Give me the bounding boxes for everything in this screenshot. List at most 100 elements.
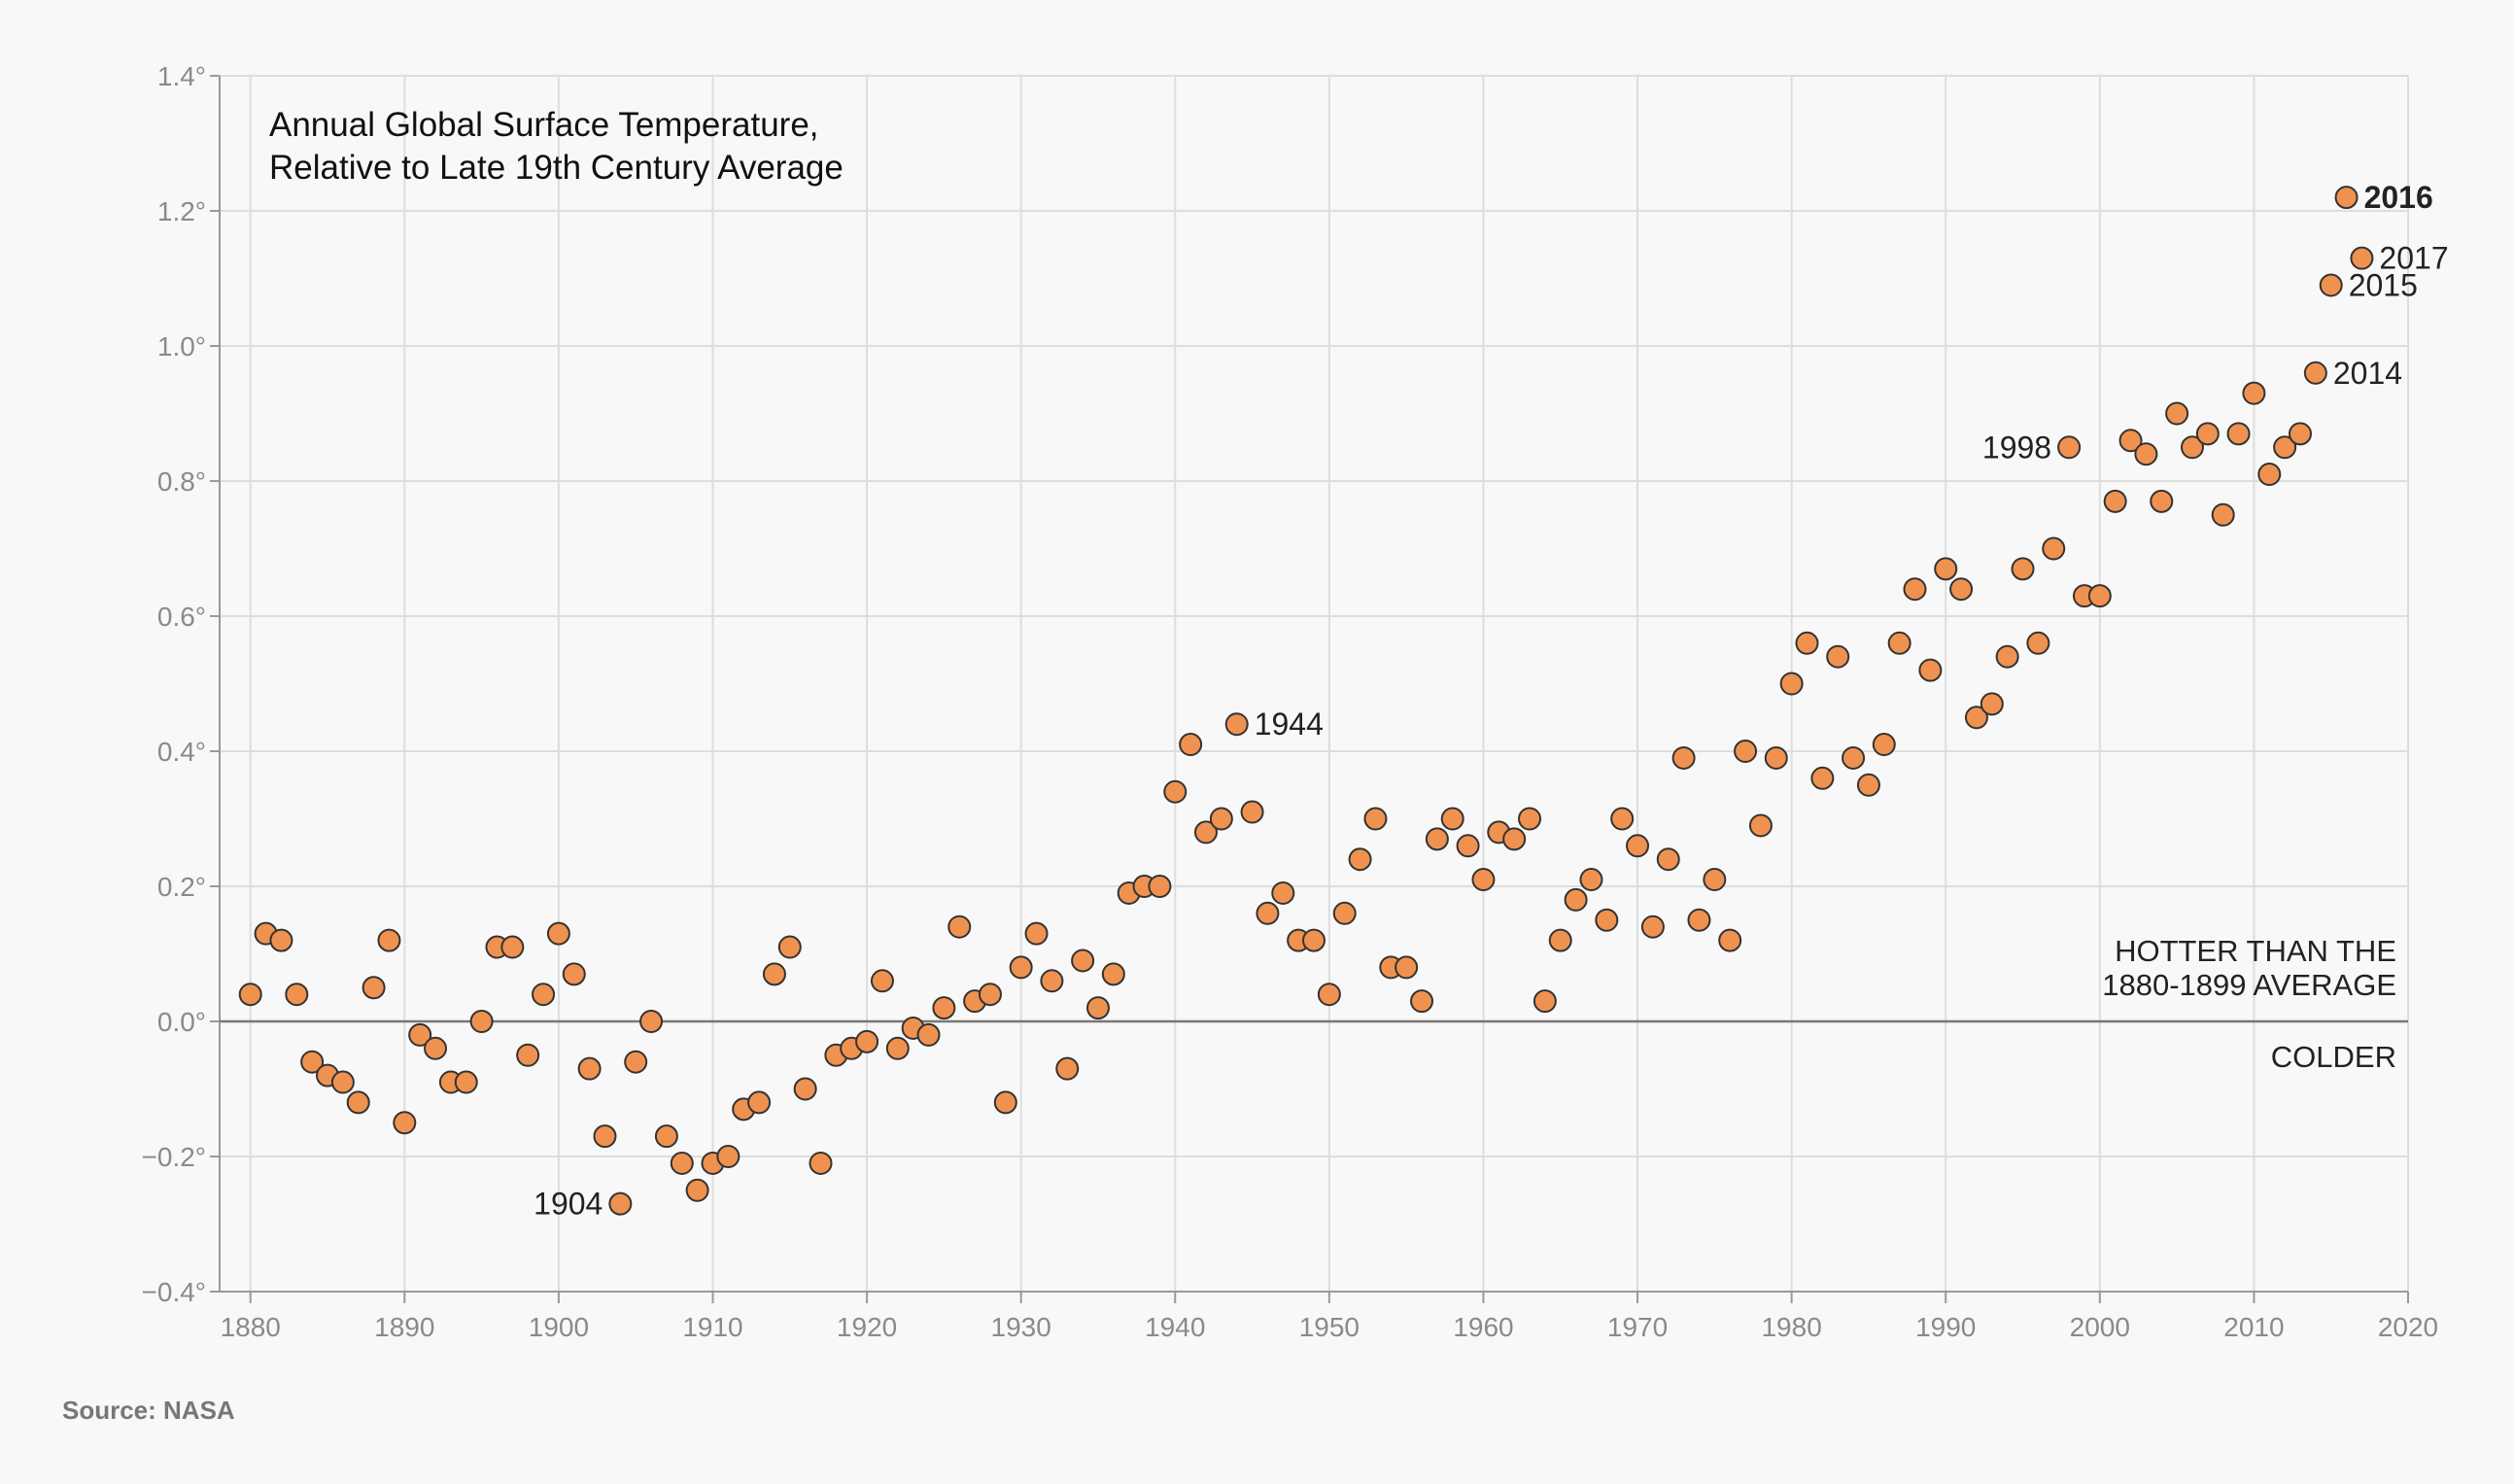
data-point — [1949, 577, 1974, 602]
data-point — [1579, 868, 1603, 892]
data-point — [1872, 733, 1896, 757]
colder-annotation: COLDER — [2271, 1040, 2396, 1074]
data-point — [608, 1191, 633, 1216]
data-point — [1101, 962, 1125, 986]
data-point — [716, 1145, 740, 1168]
data-point — [2195, 422, 2220, 446]
data-point — [1332, 901, 1357, 925]
data-point — [2042, 536, 2066, 561]
data-point — [1193, 820, 1218, 845]
data-point — [532, 983, 556, 1007]
data-point — [1009, 955, 1033, 980]
y-tick-label: 1.2° — [157, 196, 206, 226]
data-point — [1703, 868, 1727, 892]
data-point — [1363, 807, 1388, 831]
data-point — [2288, 422, 2312, 446]
data-point — [300, 1050, 325, 1074]
x-tick-label: 1890 — [374, 1312, 434, 1342]
year-labels: 1904 1944 1998 2014 2015 2016 2017 — [534, 180, 2448, 1222]
data-point — [2180, 435, 2204, 460]
data-point — [1810, 766, 1835, 790]
y-tick-label: −0.2° — [142, 1142, 206, 1172]
data-point — [1055, 1056, 1080, 1081]
y-tick-label: 1.0° — [157, 331, 206, 362]
data-point — [454, 1070, 478, 1094]
data-point — [2118, 429, 2143, 453]
data-point — [2087, 584, 2112, 608]
data-point — [362, 976, 386, 1000]
x-tick-label: 1910 — [682, 1312, 742, 1342]
data-point — [685, 1178, 709, 1202]
x-tick-label: 1960 — [1453, 1312, 1513, 1342]
data-point — [2026, 631, 2050, 655]
data-point — [577, 1056, 602, 1081]
data-point — [1085, 996, 1110, 1020]
data-point — [2350, 246, 2374, 270]
data-point — [1548, 928, 1572, 952]
data-point — [1071, 949, 1095, 973]
data-point — [330, 1070, 355, 1094]
data-point — [978, 983, 1002, 1007]
data-point — [593, 1124, 617, 1149]
data-point — [1918, 658, 1943, 682]
data-point — [639, 1010, 664, 1033]
data-point — [747, 1090, 772, 1115]
data-point — [1256, 901, 1280, 925]
source-note: Source: NASA — [62, 1396, 235, 1425]
y-tick-label: 0.4° — [157, 737, 206, 767]
data-point — [1425, 827, 1449, 851]
data-point — [1456, 834, 1480, 858]
axes: −0.4° −0.2° 0.0° 0.2° 0.4° 0.6° 0.8° 1.0° 1.2° 1.… — [142, 61, 2439, 1342]
data-point — [855, 1029, 879, 1053]
data-point — [762, 962, 786, 986]
data-point — [1348, 847, 1372, 872]
data-point — [2150, 489, 2174, 513]
data-point — [1779, 672, 1804, 696]
year-label: 1998 — [1982, 430, 2051, 465]
chart-title-line: Relative to Late 19th Century Average — [269, 149, 844, 187]
y-tick-label: 0.6° — [157, 602, 206, 632]
data-point — [1626, 834, 1650, 858]
year-label: 2017 — [2379, 241, 2448, 276]
y-tick-label: 0.0° — [157, 1007, 206, 1037]
x-tick-label: 1940 — [1145, 1312, 1205, 1342]
data-point — [408, 1022, 432, 1047]
data-point — [1964, 706, 1988, 730]
data-point — [1209, 807, 1233, 831]
data-point — [809, 1151, 833, 1175]
data-point — [1564, 887, 1588, 912]
data-point — [1410, 989, 1434, 1014]
data-point — [2057, 435, 2082, 460]
y-tick-label: 0.2° — [157, 872, 206, 902]
data-point — [993, 1090, 1017, 1115]
year-label: 1944 — [1255, 707, 1324, 742]
data-point — [1471, 868, 1496, 892]
data-point — [1842, 745, 1866, 770]
data-point — [1887, 631, 1911, 655]
chart-title: Annual Global Surface Temperature, Relati… — [269, 106, 844, 187]
data-point — [1718, 928, 1742, 952]
x-tick-label: 1880 — [221, 1312, 281, 1342]
data-point — [1533, 989, 1557, 1014]
data-point — [2211, 502, 2235, 527]
data-point — [1748, 813, 1773, 838]
data-point — [1734, 740, 1758, 763]
data-point — [2273, 435, 2297, 460]
data-point — [238, 983, 262, 1007]
data-point — [1995, 644, 2019, 669]
x-tick-label: 1990 — [1915, 1312, 1976, 1342]
year-label: 2016 — [2364, 180, 2433, 215]
data-point — [269, 928, 293, 952]
data-point — [1302, 928, 1326, 952]
data-point — [793, 1077, 817, 1101]
hotter-annotation: 1880-1899 AVERAGE — [2102, 968, 2396, 1002]
x-tick-label: 1980 — [1761, 1312, 1821, 1342]
data-points — [238, 186, 2374, 1216]
data-point — [1271, 880, 1295, 905]
data-point — [2011, 557, 2035, 581]
data-point — [1240, 800, 1264, 824]
x-tick-label: 2020 — [2378, 1312, 2438, 1342]
data-point — [1640, 915, 1665, 939]
